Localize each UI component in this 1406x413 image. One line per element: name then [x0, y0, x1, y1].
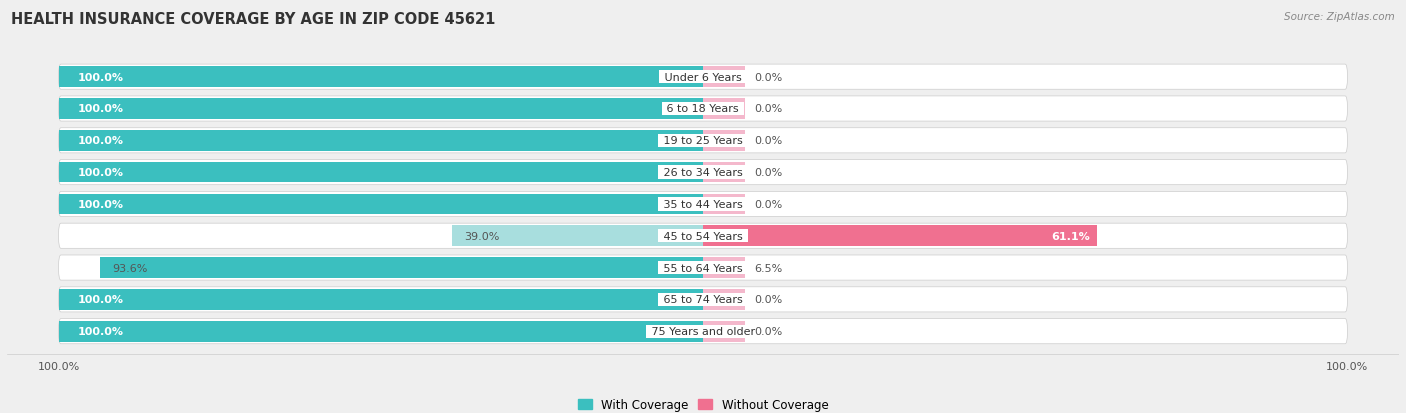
Text: 0.0%: 0.0% — [755, 136, 783, 146]
Bar — [59, 162, 703, 183]
Text: 75 Years and older: 75 Years and older — [648, 326, 758, 336]
Text: 0.0%: 0.0% — [755, 326, 783, 336]
Bar — [703, 321, 745, 342]
Text: 100.0%: 100.0% — [77, 104, 124, 114]
FancyBboxPatch shape — [59, 319, 1347, 344]
Bar — [703, 226, 1097, 247]
Text: 93.6%: 93.6% — [112, 263, 148, 273]
Text: Source: ZipAtlas.com: Source: ZipAtlas.com — [1284, 12, 1395, 22]
Bar — [451, 226, 703, 247]
Text: 39.0%: 39.0% — [464, 231, 501, 241]
Bar — [703, 258, 745, 278]
Text: 45 to 54 Years: 45 to 54 Years — [659, 231, 747, 241]
Text: 100.0%: 100.0% — [77, 326, 124, 336]
Text: 6.5%: 6.5% — [755, 263, 783, 273]
Text: 35 to 44 Years: 35 to 44 Years — [659, 199, 747, 209]
Text: 100.0%: 100.0% — [77, 73, 124, 83]
Text: 0.0%: 0.0% — [755, 199, 783, 209]
FancyBboxPatch shape — [59, 160, 1347, 185]
FancyBboxPatch shape — [59, 192, 1347, 217]
Legend: With Coverage, Without Coverage: With Coverage, Without Coverage — [572, 393, 834, 413]
Text: 26 to 34 Years: 26 to 34 Years — [659, 168, 747, 178]
Bar — [100, 258, 703, 278]
Text: 0.0%: 0.0% — [755, 294, 783, 305]
Bar — [59, 67, 703, 88]
Bar — [703, 162, 745, 183]
Bar — [59, 290, 703, 310]
Text: 100.0%: 100.0% — [77, 136, 124, 146]
Text: 0.0%: 0.0% — [755, 104, 783, 114]
Text: 0.0%: 0.0% — [755, 168, 783, 178]
Bar — [59, 99, 703, 119]
Text: HEALTH INSURANCE COVERAGE BY AGE IN ZIP CODE 45621: HEALTH INSURANCE COVERAGE BY AGE IN ZIP … — [11, 12, 496, 27]
Bar — [59, 131, 703, 151]
Bar — [59, 321, 703, 342]
Bar — [703, 131, 745, 151]
FancyBboxPatch shape — [59, 255, 1347, 280]
Text: 19 to 25 Years: 19 to 25 Years — [659, 136, 747, 146]
Bar — [59, 194, 703, 215]
Text: Under 6 Years: Under 6 Years — [661, 73, 745, 83]
Text: 61.1%: 61.1% — [1052, 231, 1090, 241]
Bar — [703, 290, 745, 310]
Text: 100.0%: 100.0% — [77, 168, 124, 178]
Text: 55 to 64 Years: 55 to 64 Years — [659, 263, 747, 273]
FancyBboxPatch shape — [59, 97, 1347, 122]
Text: 100.0%: 100.0% — [77, 294, 124, 305]
Text: 0.0%: 0.0% — [755, 73, 783, 83]
Text: 6 to 18 Years: 6 to 18 Years — [664, 104, 742, 114]
Bar — [703, 194, 745, 215]
FancyBboxPatch shape — [59, 223, 1347, 249]
FancyBboxPatch shape — [59, 287, 1347, 312]
Bar — [703, 67, 745, 88]
FancyBboxPatch shape — [59, 65, 1347, 90]
Text: 100.0%: 100.0% — [77, 199, 124, 209]
FancyBboxPatch shape — [59, 128, 1347, 154]
Text: 65 to 74 Years: 65 to 74 Years — [659, 294, 747, 305]
Bar — [703, 99, 745, 119]
